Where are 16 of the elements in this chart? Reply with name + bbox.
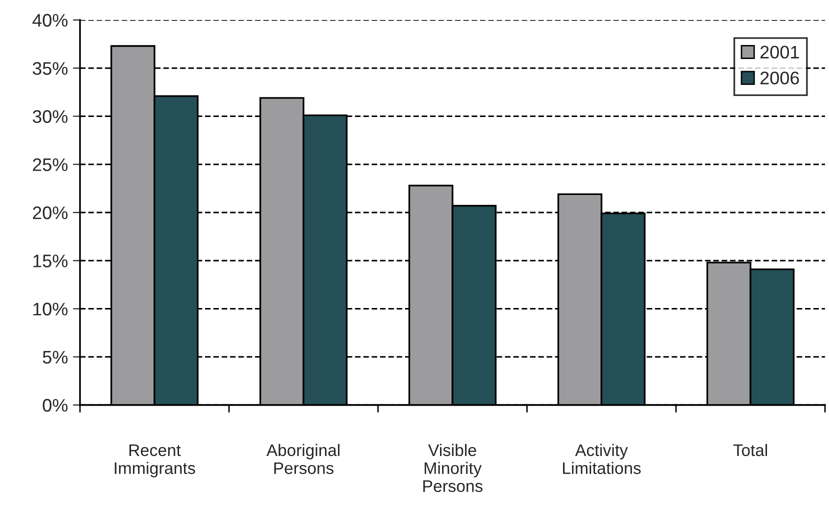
x-tick-label: Visible Minority Persons bbox=[423, 444, 482, 492]
legend-label: 2001 bbox=[760, 46, 799, 59]
x-tick-label: Aboriginal Persons bbox=[266, 444, 340, 474]
y-tick-label: 35% bbox=[32, 62, 68, 75]
y-tick-label: 25% bbox=[32, 158, 68, 172]
y-tick-label: 40% bbox=[32, 14, 68, 27]
y-tick-label: 15% bbox=[33, 254, 68, 268]
y-tick-label: 30% bbox=[32, 110, 68, 123]
y-tick-label: 0% bbox=[42, 398, 68, 412]
x-tick-label: Recent Immigrants bbox=[114, 444, 196, 478]
x-tick-label: Total bbox=[733, 444, 767, 456]
y-tick-label: 20% bbox=[32, 206, 68, 220]
y-tick-label: 5% bbox=[42, 350, 68, 364]
x-tick-label: Activity Limitations bbox=[563, 444, 641, 474]
legend-label: 2006 bbox=[760, 72, 799, 84]
y-tick-label: 10% bbox=[33, 302, 68, 316]
